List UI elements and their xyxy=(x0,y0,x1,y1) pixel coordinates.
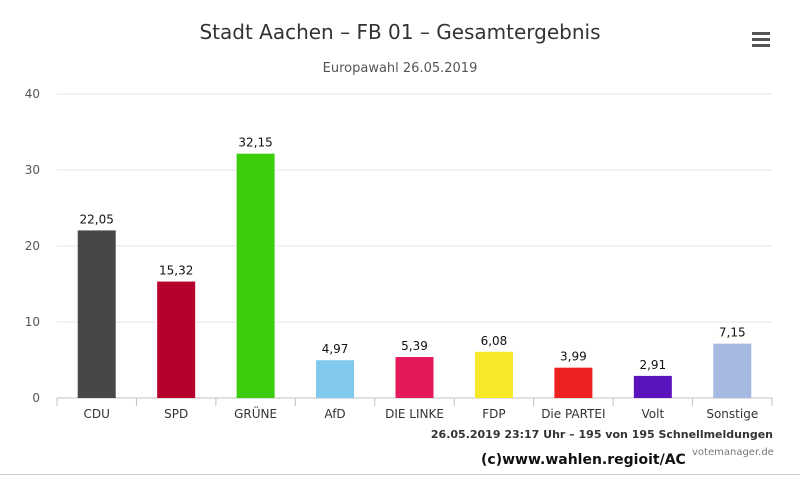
y-tick-label: 0 xyxy=(32,391,40,405)
y-tick-label: 30 xyxy=(25,163,40,177)
x-tick-label: FDP xyxy=(482,407,505,421)
data-label: 6,08 xyxy=(481,334,508,348)
bar-volt xyxy=(633,375,672,398)
x-tick-label: CDU xyxy=(84,407,110,421)
bar-spd xyxy=(157,281,196,398)
data-label: 7,15 xyxy=(719,326,746,340)
y-tick-label: 10 xyxy=(25,315,40,329)
chart-title: Stadt Aachen – FB 01 – Gesamtergebnis xyxy=(199,20,601,44)
x-tick-label: AfD xyxy=(324,407,345,421)
bar-fdp xyxy=(474,351,513,398)
data-label: 32,15 xyxy=(238,136,272,150)
bar-die-partei xyxy=(554,367,593,398)
data-label: 4,97 xyxy=(322,342,349,356)
chart-subtitle: Europawahl 26.05.2019 xyxy=(322,61,478,76)
bar-sonstige xyxy=(713,343,752,398)
data-label: 22,05 xyxy=(80,212,114,226)
x-tick-label: Die PARTEI xyxy=(541,407,605,421)
bar-die-linke xyxy=(395,357,434,398)
hamburger-menu-icon[interactable] xyxy=(750,30,772,48)
data-label: 3,99 xyxy=(560,350,587,364)
data-label: 2,91 xyxy=(639,358,666,372)
x-tick-label: DIE LINKE xyxy=(385,407,444,421)
data-label: 15,32 xyxy=(159,264,193,278)
bar-cdu xyxy=(77,230,116,398)
divider xyxy=(0,474,800,475)
data-label: 5,39 xyxy=(401,339,428,353)
x-tick-label: SPD xyxy=(164,407,188,421)
update-credit: 26.05.2019 23:17 Uhr – 195 von 195 Schne… xyxy=(430,428,773,441)
y-tick-label: 20 xyxy=(25,239,40,253)
copyright-text: (c)www.wahlen.regioit/AC xyxy=(481,452,686,468)
bar-afd xyxy=(316,360,355,398)
y-tick-label: 40 xyxy=(25,87,40,101)
x-tick-label: Sonstige xyxy=(706,407,758,421)
x-tick-label: GRÜNE xyxy=(234,405,277,421)
bar-gr-ne xyxy=(236,153,275,398)
x-tick-label: Volt xyxy=(641,407,664,421)
brand-label: votemanager.de xyxy=(692,447,774,458)
